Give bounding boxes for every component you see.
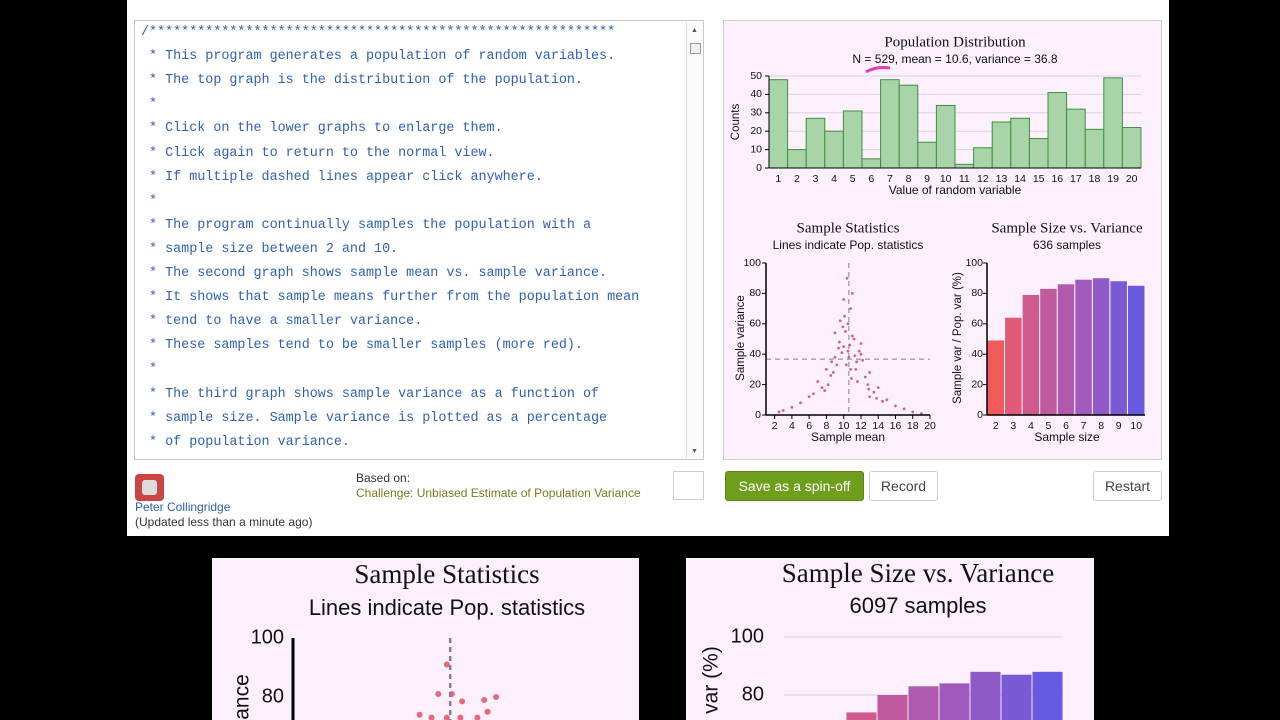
code-line[interactable]: * Click again to return to the normal vi… bbox=[141, 145, 495, 161]
based-on-label: Based on: bbox=[356, 471, 411, 485]
output-canvas[interactable] bbox=[723, 20, 1162, 460]
code-line[interactable]: * These samples tend to be smaller sampl… bbox=[141, 338, 583, 354]
author-name[interactable]: Peter Collingridge bbox=[135, 500, 231, 514]
code-line[interactable]: * The top graph is the distribution of t… bbox=[141, 73, 583, 89]
code-line[interactable]: * It shows that sample means further fro… bbox=[141, 290, 640, 306]
record-button[interactable]: Record bbox=[869, 471, 938, 501]
code-editor[interactable]: ▲ ▼ /***********************************… bbox=[134, 20, 704, 460]
updated-note: (Updated less than a minute ago) bbox=[135, 515, 313, 529]
code-line[interactable]: * This program generates a population of… bbox=[141, 49, 616, 65]
code-line[interactable]: * sample size between 2 and 10. bbox=[141, 241, 399, 257]
code-line[interactable]: * tend to have a smaller variance. bbox=[141, 314, 423, 330]
enlarged-panel[interactable] bbox=[212, 558, 639, 720]
code-line[interactable]: * bbox=[141, 362, 158, 378]
based-on-link[interactable]: Challenge: Unbiased Estimate of Populati… bbox=[356, 486, 641, 500]
scroll-down[interactable]: ▼ bbox=[691, 448, 698, 455]
code-line[interactable]: * sample size. Sample variance is plotte… bbox=[141, 410, 608, 426]
scroll-thumb[interactable] bbox=[690, 43, 701, 54]
scroll-up[interactable]: ▲ bbox=[691, 27, 698, 34]
code-line[interactable]: * If multiple dashed lines appear click … bbox=[141, 169, 543, 185]
enlarged-panel[interactable] bbox=[686, 558, 1094, 720]
avatar[interactable] bbox=[135, 474, 164, 501]
code-line[interactable]: /***************************************… bbox=[141, 25, 616, 40]
code-line[interactable]: * bbox=[141, 193, 158, 209]
thumbnail[interactable] bbox=[673, 471, 704, 500]
code-line[interactable]: * The second graph shows sample mean vs.… bbox=[141, 266, 608, 281]
code-line[interactable]: * of population variance. bbox=[141, 434, 350, 450]
code-line[interactable]: * bbox=[141, 97, 158, 113]
code-line[interactable]: * Click on the lower graphs to enlarge t… bbox=[141, 121, 503, 137]
scrollbar[interactable]: ▲ ▼ bbox=[686, 21, 703, 459]
spinoff-button[interactable]: Save as a spin-off bbox=[725, 471, 864, 501]
restart-button[interactable]: Restart bbox=[1093, 471, 1162, 501]
code-line[interactable]: * The program continually samples the po… bbox=[141, 217, 591, 233]
code-line[interactable]: * The third graph shows sample variance … bbox=[141, 386, 600, 402]
